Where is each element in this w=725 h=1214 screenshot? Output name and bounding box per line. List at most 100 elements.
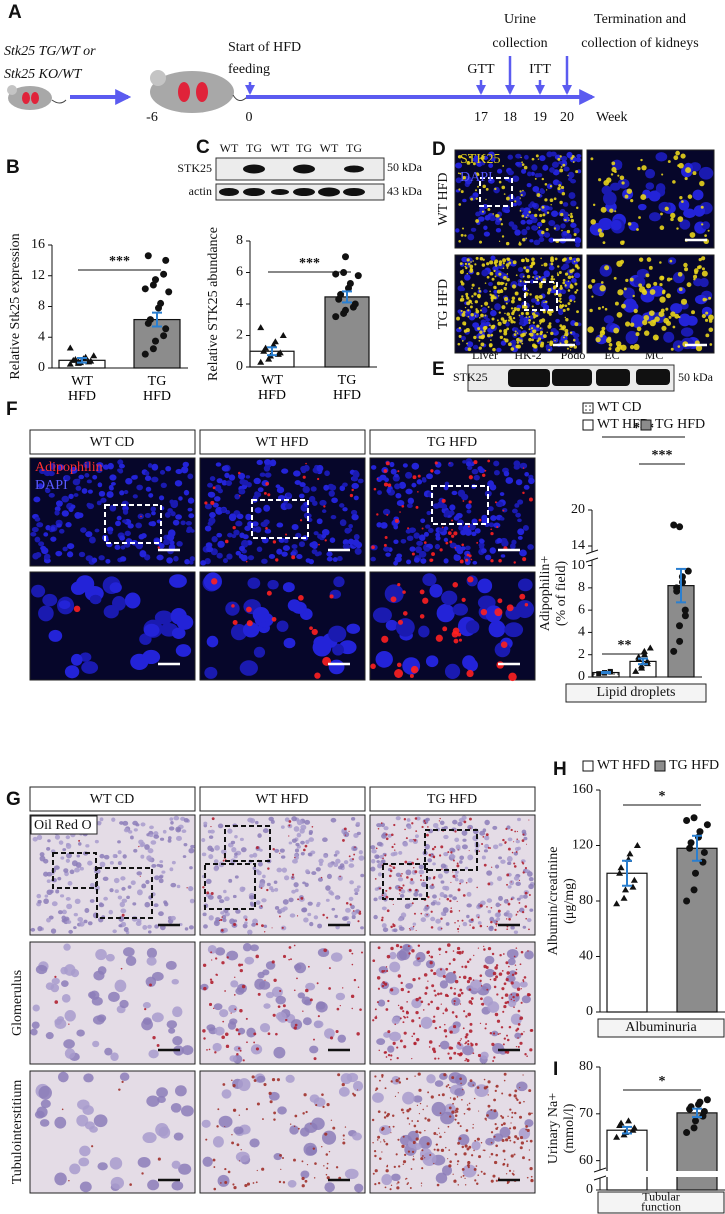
stain-spot [458,203,462,206]
cell [139,843,145,848]
cell [465,503,472,510]
cell [150,840,157,845]
blot-size: 43 kDa [387,184,423,198]
stain-spot [498,262,502,266]
stain-spot [384,536,388,539]
stain-spot [511,851,514,854]
cell [486,898,493,903]
stain-spot [420,879,422,881]
stain-spot [489,271,494,276]
stain-spot [515,1045,518,1048]
cell [202,912,207,917]
stain-spot [648,321,651,324]
stain-spot [575,265,579,268]
stain-spot [420,1157,424,1161]
stain-spot [522,275,525,278]
stain-spot [267,1032,271,1036]
stain-spot [448,1106,452,1110]
stain-spot [465,558,469,562]
cell [493,522,501,529]
cell [377,999,386,1007]
group-label: Stk25 KO/WT [4,67,83,82]
cell [488,522,495,528]
cell [517,518,522,523]
significance: ** [618,638,632,653]
cell [137,918,142,923]
stain-spot [156,1044,160,1047]
stain-spot [536,339,540,343]
stain-spot [633,343,640,350]
stain-spot [669,259,673,263]
stain-spot [418,996,422,1000]
stain-spot [460,1082,462,1085]
stain-spot [467,160,470,163]
cell [351,513,359,521]
cell [451,848,456,853]
stain-spot [405,837,408,840]
cell [256,546,263,553]
stain-spot [434,1026,438,1030]
cell [83,1073,94,1083]
cell [233,529,240,536]
cell [521,168,527,174]
stain-spot [677,164,680,167]
cell [96,462,104,468]
stain-spot [550,277,554,281]
cell [405,983,414,990]
stain-spot [515,1097,518,1100]
cell [434,1080,444,1087]
stain-spot [621,181,625,185]
stain-spot [395,1153,398,1156]
stain-spot [419,614,425,619]
stain-spot [426,913,428,916]
stain-label-box [30,815,98,835]
stain-spot [459,299,463,302]
stain-spot [652,319,657,323]
stain-spot [565,333,569,337]
cell [148,833,154,838]
stain-spot [515,1029,518,1032]
legend-swatch [582,419,594,431]
cell [395,872,402,877]
stain-spot [481,842,484,845]
cell [477,216,485,222]
stain-spot [496,289,501,294]
cell [382,508,391,516]
stain-spot [525,917,528,920]
cell [262,874,266,879]
cell [231,534,237,539]
stain-spot [528,928,530,931]
stain-spot [502,838,505,842]
stain-spot [492,971,497,976]
cell [480,322,486,327]
cell [281,551,288,557]
stain-spot [522,833,525,836]
stain-spot [297,1127,300,1130]
cell [353,887,360,893]
stain-spot [385,895,389,899]
stain-spot [401,504,405,508]
stain-spot [381,916,384,919]
stain-spot [506,1038,510,1042]
stain-spot [604,307,608,311]
cell [379,474,387,481]
stain-spot [505,196,510,201]
stain-spot [356,1089,359,1091]
cell [456,1042,464,1050]
stain-spot [444,1035,448,1038]
stain-spot [325,1173,328,1176]
stain-spot [553,197,557,201]
stain-spot [328,987,331,990]
stain-spot [462,227,465,230]
cell [515,161,521,167]
data-point [692,1117,699,1125]
stain-spot [302,1010,304,1012]
stain-spot [219,1182,222,1184]
stain-spot [503,328,508,333]
cell [119,1072,130,1081]
cell [455,512,463,519]
cell [86,502,92,508]
cell [84,908,90,914]
cell [31,1021,40,1029]
stain-spot [456,946,461,951]
